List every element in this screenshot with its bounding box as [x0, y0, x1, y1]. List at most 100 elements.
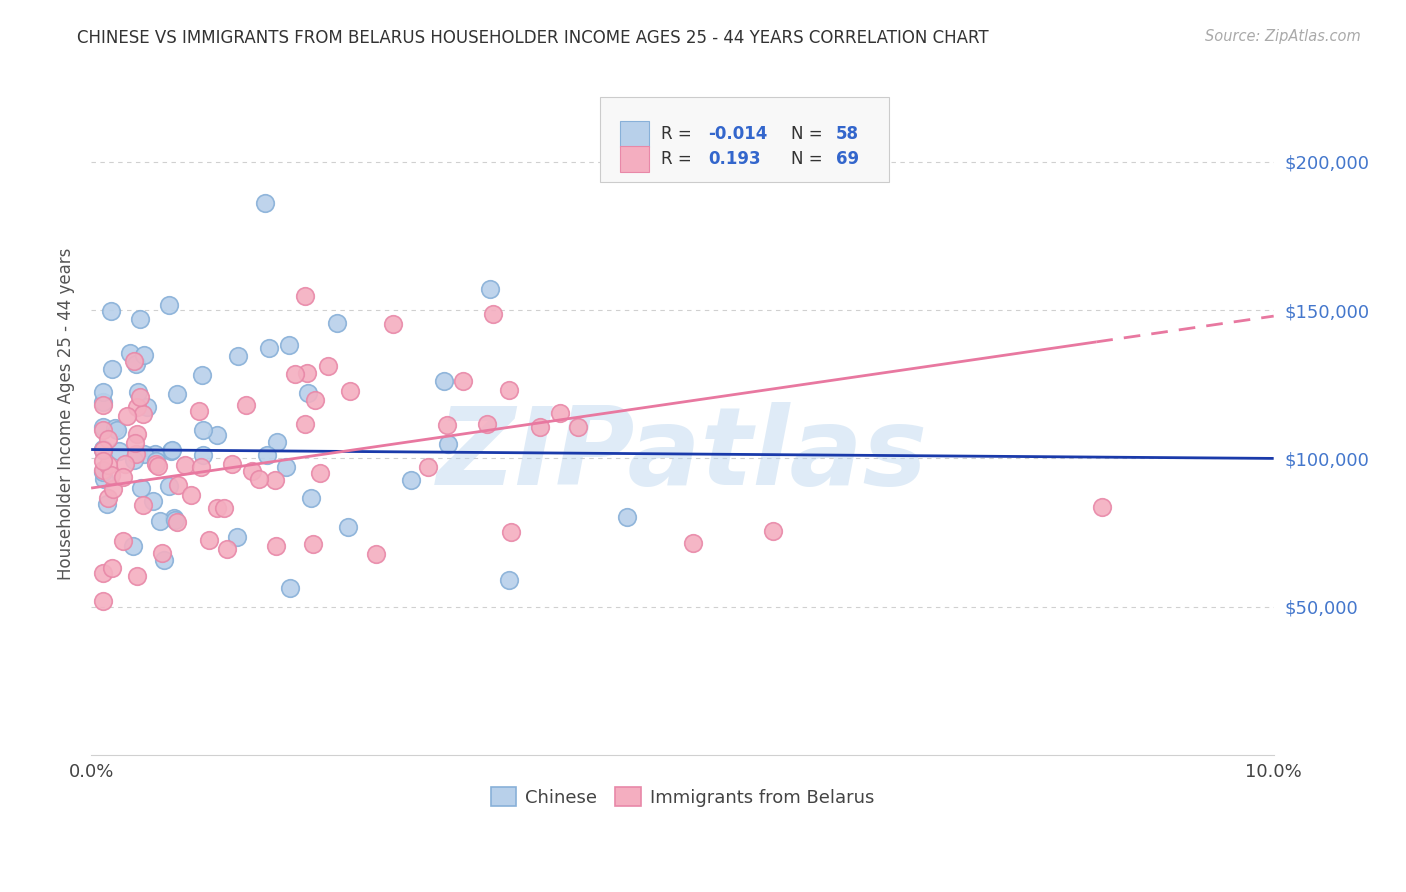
Point [103, 420, 125, 434]
Point [96, 496, 118, 510]
Point [120, 345, 142, 359]
Point [112, 534, 135, 549]
Legend: Chinese, Immigrants from Belarus: Chinese, Immigrants from Belarus [484, 780, 882, 814]
Point [762, 524, 785, 538]
Point [112, 470, 135, 484]
Text: 69: 69 [837, 150, 859, 168]
Point [180, 488, 202, 502]
Point [436, 418, 458, 433]
Text: ZIPatlas: ZIPatlas [437, 402, 928, 508]
Point [91, 443, 114, 458]
Point [97, 491, 120, 506]
Point [167, 477, 190, 491]
Text: 0.193: 0.193 [709, 150, 761, 168]
Point [114, 457, 136, 471]
Point [205, 427, 228, 442]
Point [91, 465, 114, 479]
Point [122, 453, 145, 467]
Bar [620, 146, 650, 172]
Point [91, 443, 114, 458]
Point [149, 514, 172, 528]
Point [416, 460, 439, 475]
Point [160, 443, 183, 458]
Text: R =: R = [661, 125, 697, 143]
Bar [620, 120, 650, 146]
Point [127, 400, 149, 414]
Point [295, 366, 318, 380]
Point [193, 423, 215, 437]
Point [174, 458, 197, 473]
Point [132, 407, 155, 421]
Point [682, 536, 704, 550]
Point [308, 467, 330, 481]
Point [240, 464, 263, 478]
Point [253, 195, 276, 210]
Point [382, 318, 405, 332]
Point [145, 457, 167, 471]
Point [91, 423, 114, 437]
Point [297, 385, 319, 400]
Point [127, 384, 149, 399]
Point [256, 448, 278, 462]
Point [91, 463, 114, 477]
Point [145, 447, 167, 461]
Point [136, 401, 159, 415]
Point [125, 427, 148, 442]
Point [299, 491, 322, 505]
Point [190, 368, 212, 382]
Point [318, 359, 340, 373]
Point [498, 384, 520, 398]
Point [217, 542, 239, 557]
Point [125, 569, 148, 583]
Point [214, 500, 236, 515]
Point [277, 338, 299, 352]
Point [326, 316, 349, 330]
Point [91, 593, 114, 607]
Point [100, 468, 122, 483]
Point [437, 437, 460, 451]
Point [478, 282, 501, 296]
Point [157, 297, 180, 311]
Point [198, 533, 221, 547]
Point [125, 447, 148, 461]
Point [399, 473, 422, 487]
Point [226, 530, 249, 544]
Point [129, 312, 152, 326]
Point [616, 510, 638, 524]
Point [284, 367, 307, 381]
Point [101, 561, 124, 575]
Point [366, 547, 388, 561]
Point [132, 498, 155, 512]
Point [304, 393, 326, 408]
Point [302, 537, 325, 551]
Point [1091, 500, 1114, 514]
Point [100, 303, 122, 318]
Point [276, 459, 298, 474]
Point [529, 419, 551, 434]
Point [266, 434, 288, 449]
Point [115, 409, 138, 423]
Point [567, 420, 589, 434]
Point [339, 384, 361, 398]
Point [205, 500, 228, 515]
Point [278, 581, 301, 595]
Point [235, 398, 257, 412]
Point [91, 419, 114, 434]
Point [477, 417, 499, 432]
Point [157, 479, 180, 493]
Point [146, 459, 169, 474]
Text: N =: N = [792, 125, 828, 143]
Point [129, 481, 152, 495]
Point [294, 288, 316, 302]
Point [166, 386, 188, 401]
Text: 58: 58 [837, 125, 859, 143]
Point [101, 361, 124, 376]
Point [91, 394, 114, 409]
Point [221, 458, 243, 472]
Point [91, 398, 114, 412]
Point [163, 513, 186, 527]
Point [124, 354, 146, 368]
Point [498, 574, 520, 588]
Point [163, 510, 186, 524]
Point [226, 349, 249, 363]
